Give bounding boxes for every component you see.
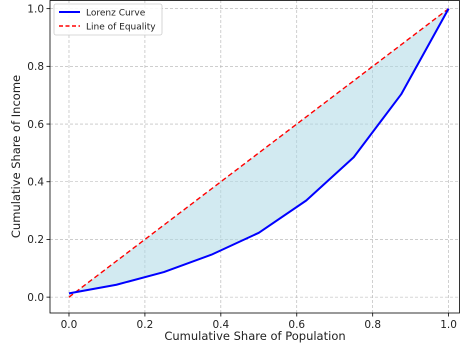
x-tick-label: 0.6 (288, 319, 305, 331)
x-tick-label: 0.0 (61, 319, 78, 331)
lorenz-curve-line (68, 8, 450, 295)
y-tick-label: 0.2 (27, 234, 44, 246)
x-tick-label: 0.2 (137, 319, 154, 331)
y-axis-ticks: 0.0 0.2 0.4 0.6 0.8 1.0 (27, 3, 50, 304)
y-tick-label: 0.6 (27, 119, 44, 131)
inequality-fill-area (68, 8, 449, 298)
y-tick-label: 0.0 (27, 292, 44, 304)
y-tick-label: 0.8 (27, 61, 44, 73)
x-tick-label: 1.0 (440, 319, 457, 331)
legend-label-lorenz: Lorenz Curve (86, 8, 146, 18)
y-axis-label: Cumulative Share of Income (9, 75, 23, 238)
y-tick-label: 0.4 (27, 177, 44, 189)
x-axis-ticks: 0.0 0.2 0.4 0.6 0.8 1.0 (61, 313, 457, 331)
x-tick-label: 0.8 (364, 319, 381, 331)
x-tick-label: 0.4 (212, 319, 229, 331)
legend-box (53, 3, 163, 36)
x-axis-label: Cumulative Share of Population (164, 329, 345, 343)
y-tick-label: 1.0 (27, 3, 44, 15)
legend-label-equality: Line of Equality (86, 22, 156, 32)
grid (50, 0, 460, 313)
legend: Lorenz Curve Line of Equality (53, 3, 163, 36)
